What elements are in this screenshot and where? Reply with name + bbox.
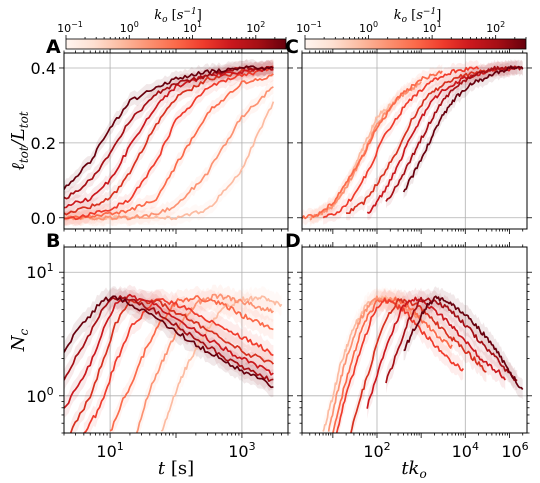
x-tick-label: 106 (501, 440, 528, 461)
series-line (335, 297, 465, 433)
series-line (322, 66, 480, 219)
series-band (386, 287, 518, 394)
series-line (64, 295, 274, 389)
y-tick-label: 0.0 (31, 209, 56, 228)
y-axis-label: Nc (8, 328, 31, 352)
series-band (64, 66, 274, 226)
colorbar-tick-label: 101 (423, 20, 442, 35)
series-line (64, 66, 274, 209)
series-line (64, 65, 274, 221)
series-line (385, 296, 518, 384)
series-line (64, 86, 274, 221)
series-band (403, 59, 523, 199)
series-line (69, 298, 275, 433)
y-tick-label: 100 (26, 385, 53, 406)
x-axis-label: tko (401, 458, 426, 481)
x-tick-label: 101 (96, 440, 123, 461)
series-band (309, 89, 399, 225)
colorbar (65, 38, 287, 50)
colorbar-tick-label: 100 (120, 20, 139, 35)
series-band (70, 289, 274, 433)
series-band (346, 59, 510, 221)
series-band (403, 286, 523, 400)
x-axis-label: t [s] (158, 458, 194, 479)
series-band (302, 64, 443, 226)
series-band (64, 286, 274, 392)
colorbar-tick-label: 10−1 (296, 20, 322, 35)
series-line (160, 295, 283, 432)
colorbar-label: ko [s−1] (154, 7, 202, 25)
series-line (350, 298, 487, 433)
series-band (64, 59, 274, 197)
series-band (64, 59, 274, 215)
series-band (64, 79, 274, 227)
series-line (327, 295, 422, 432)
series-band (367, 59, 518, 220)
series-line (83, 297, 274, 433)
series-band (110, 286, 274, 433)
series-line (302, 70, 443, 220)
series-line (64, 65, 274, 190)
colorbar-tick-label: 102 (246, 20, 265, 35)
colorbar (304, 38, 527, 50)
panel-letter: A (46, 36, 61, 58)
x-tick-label: 104 (452, 440, 479, 461)
series-line (64, 73, 274, 220)
series-band (332, 287, 452, 433)
series-band (64, 59, 274, 227)
series-band (336, 288, 464, 433)
series-line (385, 65, 524, 202)
series-line (366, 65, 518, 214)
series-line (64, 295, 274, 382)
y-tick-label: 0.2 (31, 134, 56, 153)
series-line (64, 293, 274, 409)
series-line (366, 296, 506, 409)
colorbar-label: ko [s−1] (394, 7, 442, 25)
panel-letter: B (46, 230, 60, 252)
y-tick-label: 101 (26, 261, 53, 282)
series-line (135, 293, 275, 433)
colorbar-tick-label: 101 (183, 20, 202, 35)
colorbar-tick-label: 10−1 (57, 20, 83, 35)
y-axis-label: ℓtot/Ltot (8, 111, 31, 170)
colorbar-tick-label: 100 (359, 20, 378, 35)
panel-letter: D (285, 230, 301, 252)
x-tick-label: 102 (363, 440, 390, 461)
panel-letter: C (285, 36, 299, 58)
series-line (403, 295, 524, 390)
x-tick-label: 103 (228, 440, 255, 461)
colorbar-tick-label: 102 (486, 20, 505, 35)
series-line (109, 295, 274, 432)
y-tick-label: 0.4 (31, 59, 56, 78)
series-band (328, 286, 422, 433)
series-band (64, 60, 274, 222)
series-line (402, 65, 524, 193)
